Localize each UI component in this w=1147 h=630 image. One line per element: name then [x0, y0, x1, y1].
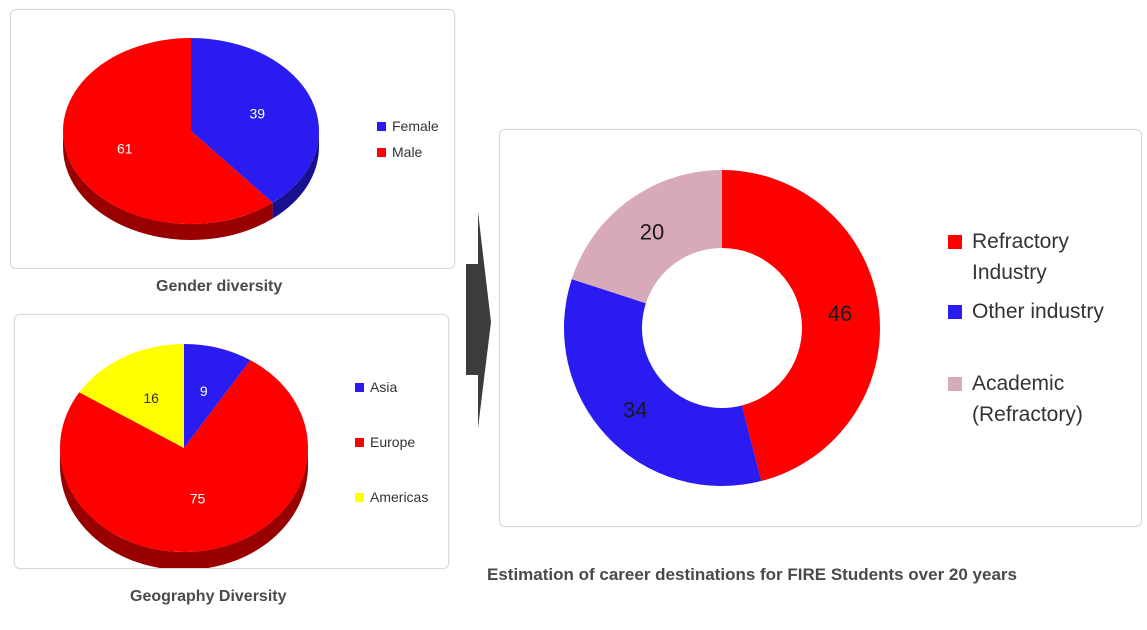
- pie-slice-americas: [79, 344, 184, 448]
- pie-slice-male: [62, 38, 273, 224]
- arrow-right-icon: [466, 212, 491, 428]
- donut-slice-refractory-industry: [722, 170, 880, 482]
- gender-chart-panel: 39 61: [10, 9, 455, 269]
- legend-swatch: [377, 148, 386, 157]
- gender-pie-chart: 39 61: [62, 38, 319, 240]
- geography-chart-title: Geography Diversity: [130, 588, 287, 605]
- legend-label: Other industry: [972, 300, 1104, 323]
- legend-swatch: [377, 122, 386, 131]
- legend-label: Male: [392, 144, 423, 160]
- pie-slice-female: [191, 38, 319, 203]
- geography-pie-chart: 9 75 16: [59, 344, 308, 568]
- data-label-asia: 9: [200, 383, 208, 399]
- legend-swatch: [948, 305, 962, 319]
- data-label-academic-refractory: 20: [640, 220, 664, 245]
- data-label-americas: 16: [143, 390, 159, 406]
- career-chart-title: Estimation of career destinations for FI…: [487, 565, 1017, 584]
- career-donut-chart: 46 34 20: [564, 170, 880, 486]
- pie-slice-europe: [59, 360, 308, 552]
- legend-label: Europe: [370, 434, 416, 450]
- donut-slice-other-industry: [564, 279, 762, 486]
- data-label-male: 61: [117, 140, 133, 156]
- pie-side-male: [63, 131, 273, 240]
- pie-side-female: [272, 131, 319, 219]
- legend-label: Academic (Refractory): [972, 372, 1083, 426]
- legend-label: Refractory Industry: [972, 230, 1069, 284]
- pie-slice-asia: [184, 344, 251, 448]
- data-label-europe: 75: [190, 491, 206, 507]
- donut-slice-academic-refractory: [571, 170, 722, 304]
- career-chart-panel: 46 34 20: [499, 129, 1142, 527]
- data-label-female: 39: [249, 106, 265, 122]
- legend-swatch: [948, 377, 962, 391]
- data-label-other-industry: 34: [623, 397, 647, 422]
- legend-swatch: [355, 383, 364, 392]
- legend-swatch: [948, 235, 962, 249]
- gender-chart-title: Gender diversity: [156, 278, 283, 295]
- data-label-refractory-industry: 46: [828, 301, 852, 326]
- legend-label: Female: [392, 118, 439, 134]
- geography-chart-panel: 9 75 16: [14, 314, 449, 569]
- legend-swatch: [355, 438, 364, 447]
- legend-label: Americas: [370, 489, 429, 505]
- legend-swatch: [355, 493, 364, 502]
- legend-label: Asia: [370, 379, 398, 395]
